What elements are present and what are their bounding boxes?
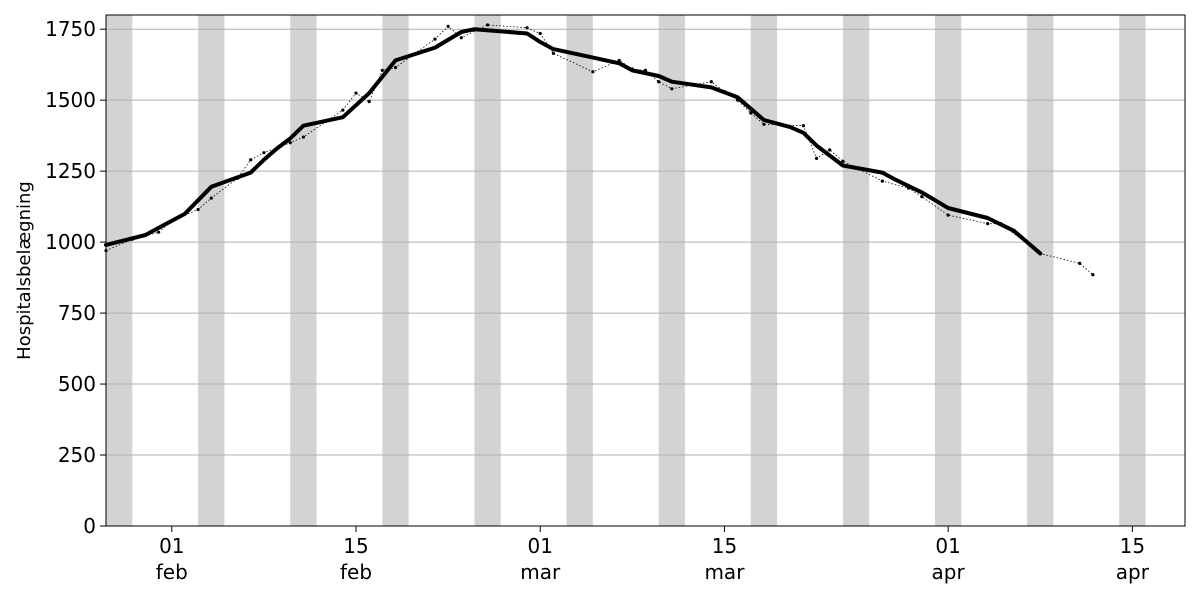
daily-occupancy-point: [157, 230, 161, 234]
daily-occupancy-point: [525, 26, 529, 30]
y-gridlines: [106, 28, 1185, 527]
daily-occupancy-point: [446, 24, 450, 28]
weekend-band: [1119, 15, 1146, 526]
daily-occupancy-point: [301, 135, 305, 139]
x-tick-label-month: feb: [156, 560, 188, 584]
weekend-band: [382, 15, 409, 526]
y-axis-label: Hospitalsbelægning: [14, 181, 35, 360]
daily-occupancy-point: [380, 68, 384, 72]
daily-occupancy-point: [1091, 273, 1095, 277]
x-tick-label-day: 15: [1120, 534, 1145, 558]
x-tick-label-day: 01: [528, 534, 553, 558]
weekend-band: [106, 15, 133, 526]
y-tick-label: 500: [58, 372, 96, 396]
daily-occupancy-point: [1078, 261, 1082, 266]
y-tick-label: 250: [58, 443, 96, 467]
daily-occupancy-point: [538, 31, 542, 36]
daily-occupancy-point: [762, 122, 766, 126]
weekend-band: [658, 15, 685, 526]
y-tick-label: 1000: [45, 230, 96, 254]
daily-occupancy-point: [209, 196, 213, 200]
daily-occupancy-point: [749, 111, 753, 115]
weekend-band: [474, 15, 501, 526]
daily-occupancy-point: [433, 37, 437, 41]
daily-occupancy-point: [828, 148, 832, 152]
weekend-band: [198, 15, 225, 526]
daily-occupancy-point: [946, 213, 950, 217]
x-tick-label-day: 01: [159, 534, 184, 558]
weekend-band: [750, 15, 778, 526]
plot-frame: [105, 14, 1186, 527]
daily-occupancy-point: [341, 108, 345, 112]
daily-occupancy-point: [249, 158, 253, 162]
weekend-band: [934, 15, 962, 526]
daily-occupancy-point: [288, 141, 292, 145]
weekend-band: [566, 15, 593, 526]
x-tick-label-day: 01: [935, 534, 960, 558]
daily-occupancy-point: [354, 91, 358, 95]
daily-occupancy-point: [551, 51, 555, 55]
weekend-band: [842, 15, 870, 526]
daily-occupancy-point: [657, 80, 661, 84]
daily-occupancy-point: [367, 99, 371, 104]
weekend-band: [1027, 15, 1054, 526]
data-series: [104, 23, 1095, 277]
x-tick-label-day: 15: [343, 534, 368, 558]
daily-occupancy-point: [262, 151, 266, 155]
weekend-band: [290, 15, 317, 526]
y-tick-label: 1750: [45, 17, 96, 41]
x-tick-label-day: 15: [712, 534, 737, 558]
daily-occupancy-point: [485, 23, 490, 27]
y-tick-label: 1500: [45, 88, 96, 112]
x-tick-label-month: feb: [340, 560, 372, 584]
daily-occupancy-point: [709, 80, 713, 84]
daily-occupancy-point: [814, 156, 819, 160]
daily-occupancy-point: [880, 179, 884, 183]
smoothed-occupancy-line: [104, 27, 1043, 256]
daily-occupancy-point: [591, 70, 595, 74]
weekend-bands: [106, 15, 1146, 526]
y-axis: 0 250 500 750 1000 1250 1500 1750: [45, 17, 106, 538]
daily-occupancy-point: [459, 36, 463, 40]
daily-occupancy-point: [393, 65, 398, 70]
y-tick-label: 1250: [45, 159, 96, 183]
daily-occupancy-point: [841, 159, 845, 163]
daily-occupancy-point: [920, 195, 924, 199]
daily-occupancy-point: [801, 124, 806, 128]
daily-occupancy-point: [196, 207, 200, 212]
x-tick-label-month: mar: [704, 560, 745, 584]
y-tick-label: 0: [83, 514, 96, 538]
daily-occupancy-point: [986, 222, 990, 226]
x-tick-label-month: apr: [932, 560, 966, 584]
x-tick-label-month: apr: [1116, 560, 1150, 584]
y-tick-label: 750: [58, 301, 96, 325]
daily-occupancy-point: [670, 87, 674, 91]
x-tick-label-month: mar: [520, 560, 561, 584]
